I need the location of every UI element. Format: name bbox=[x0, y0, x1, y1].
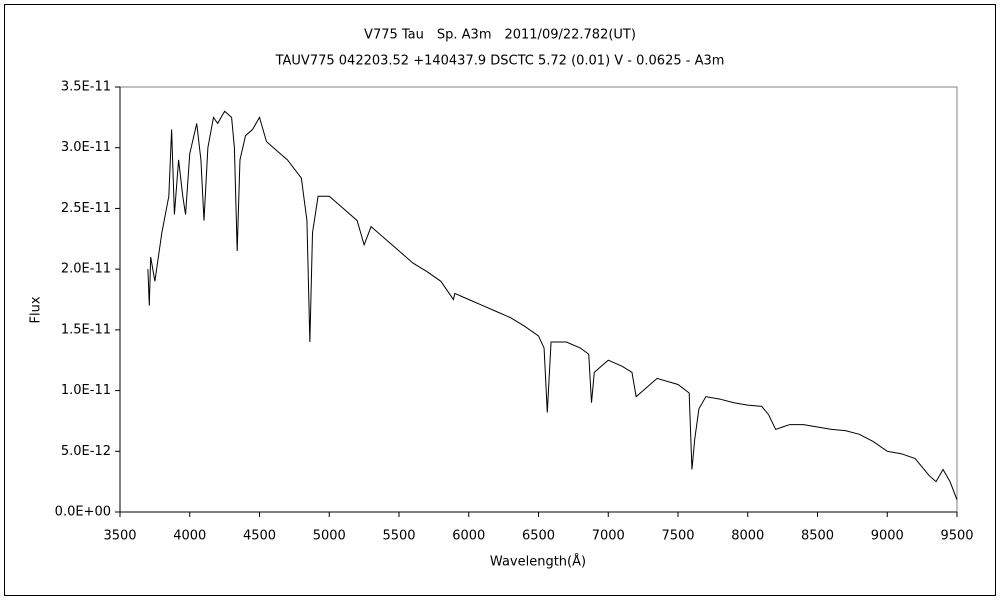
x-axis-label: Wavelength(Å) bbox=[490, 554, 586, 570]
y-tick-label: 3.5E-11 bbox=[61, 80, 111, 95]
x-tick-label: 4500 bbox=[243, 529, 276, 544]
x-tick-label: 4000 bbox=[173, 529, 206, 544]
spectrum-line bbox=[147, 110, 958, 501]
x-tick-label: 7000 bbox=[592, 529, 625, 544]
chart-subtitle: TAUV775 042203.52 +140437.9 DSCTC 5.72 (… bbox=[275, 54, 725, 69]
y-axis-label: Flux bbox=[29, 296, 44, 323]
y-tick-label: 3.0E-11 bbox=[61, 140, 111, 155]
chart-border bbox=[4, 4, 996, 596]
x-tick-label: 9000 bbox=[871, 529, 904, 544]
chart-title: V775 Tau Sp. A3m 2011/09/22.782(UT) bbox=[364, 28, 636, 43]
x-tick-label: 5000 bbox=[313, 529, 346, 544]
y-tick-label: 1.0E-11 bbox=[61, 383, 111, 398]
x-tick-label: 9500 bbox=[940, 529, 973, 544]
y-tick-label: 2.5E-11 bbox=[61, 201, 111, 216]
x-tick-label: 8000 bbox=[731, 529, 764, 544]
x-tick-label: 7500 bbox=[661, 529, 694, 544]
x-tick-label: 8500 bbox=[801, 529, 834, 544]
x-tick-label: 3500 bbox=[103, 529, 136, 544]
x-tick-label: 6000 bbox=[452, 529, 485, 544]
y-tick-label: 0.0E+00 bbox=[55, 505, 111, 520]
x-tick-label: 5500 bbox=[382, 529, 415, 544]
y-tick-label: 5.0E-12 bbox=[61, 444, 111, 459]
x-tick-label: 6500 bbox=[522, 529, 555, 544]
y-tick-label: 2.0E-11 bbox=[61, 262, 111, 277]
y-tick-label: 1.5E-11 bbox=[61, 322, 111, 337]
